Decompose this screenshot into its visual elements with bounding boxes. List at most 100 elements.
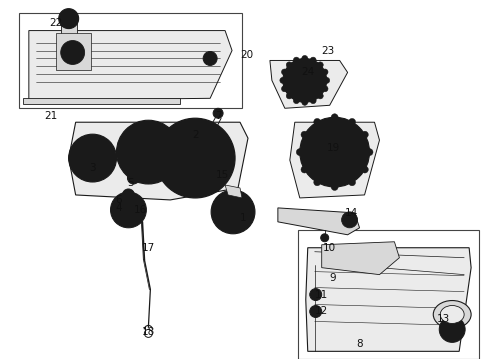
Circle shape (117, 199, 139, 221)
Circle shape (309, 98, 316, 104)
Circle shape (116, 120, 180, 184)
Text: 5: 5 (127, 178, 134, 188)
Circle shape (301, 55, 307, 62)
Text: 24: 24 (301, 67, 314, 77)
Polygon shape (305, 248, 470, 351)
Circle shape (348, 118, 355, 125)
Circle shape (313, 179, 320, 186)
Circle shape (89, 155, 95, 161)
Circle shape (85, 151, 100, 165)
Circle shape (203, 51, 217, 66)
Circle shape (317, 93, 323, 99)
Circle shape (366, 149, 372, 156)
Circle shape (309, 306, 321, 318)
Polygon shape (277, 208, 359, 235)
Circle shape (324, 142, 344, 162)
Circle shape (310, 128, 358, 176)
Circle shape (61, 41, 84, 64)
Circle shape (285, 93, 292, 99)
Text: 4: 4 (115, 203, 122, 213)
Circle shape (361, 166, 367, 173)
Text: 21: 21 (44, 111, 57, 121)
Circle shape (301, 99, 307, 105)
Circle shape (281, 86, 287, 92)
Circle shape (227, 207, 238, 217)
Circle shape (298, 75, 310, 86)
Circle shape (126, 130, 170, 174)
Text: 16: 16 (134, 205, 147, 215)
Circle shape (293, 98, 299, 104)
Circle shape (77, 142, 108, 174)
Text: 18: 18 (142, 327, 155, 337)
Circle shape (330, 184, 337, 190)
Text: 10: 10 (323, 243, 336, 253)
Circle shape (219, 198, 246, 226)
Polygon shape (224, 185, 242, 198)
Circle shape (348, 179, 355, 186)
Text: 7: 7 (214, 111, 221, 121)
Circle shape (211, 190, 254, 234)
Circle shape (320, 234, 328, 242)
Text: 2: 2 (191, 130, 198, 140)
Circle shape (167, 130, 223, 186)
Circle shape (155, 118, 235, 198)
Text: 14: 14 (344, 208, 358, 218)
Text: 8: 8 (356, 339, 362, 349)
Text: 9: 9 (329, 273, 335, 283)
Text: 6: 6 (115, 195, 122, 205)
Bar (297, 230, 478, 359)
Circle shape (309, 289, 321, 301)
Circle shape (361, 131, 367, 138)
Polygon shape (321, 242, 399, 275)
Text: 20: 20 (240, 50, 253, 60)
Circle shape (293, 57, 299, 63)
Text: 11: 11 (314, 289, 327, 300)
Text: 22: 22 (49, 18, 62, 28)
Circle shape (182, 145, 208, 171)
Text: 12: 12 (314, 306, 327, 316)
Circle shape (330, 114, 337, 121)
Circle shape (341, 212, 357, 228)
Bar (19, 13, 242, 108)
Circle shape (68, 134, 116, 182)
Polygon shape (61, 19, 77, 36)
Text: 23: 23 (321, 45, 334, 55)
Circle shape (138, 142, 158, 162)
Text: 17: 17 (142, 243, 155, 253)
Circle shape (299, 117, 369, 187)
Circle shape (192, 126, 200, 134)
Ellipse shape (432, 301, 470, 328)
Polygon shape (56, 32, 90, 71)
Circle shape (122, 189, 134, 201)
Ellipse shape (439, 306, 463, 323)
Circle shape (322, 69, 327, 75)
Polygon shape (68, 122, 247, 200)
Circle shape (290, 67, 318, 94)
Circle shape (317, 62, 323, 68)
Polygon shape (289, 122, 379, 198)
Circle shape (296, 149, 303, 156)
Circle shape (309, 57, 316, 63)
Polygon shape (23, 98, 180, 104)
Circle shape (300, 166, 307, 173)
Circle shape (59, 9, 79, 28)
Circle shape (438, 316, 464, 342)
Text: 15: 15 (215, 170, 228, 180)
Text: 19: 19 (326, 143, 340, 153)
Circle shape (279, 77, 285, 84)
Circle shape (322, 86, 327, 92)
Text: 3: 3 (89, 163, 96, 173)
Circle shape (281, 69, 287, 75)
Circle shape (313, 118, 320, 125)
Circle shape (300, 131, 307, 138)
Circle shape (110, 192, 146, 228)
Circle shape (213, 108, 223, 118)
Polygon shape (29, 31, 232, 100)
Text: 1: 1 (239, 213, 246, 223)
Polygon shape (269, 60, 347, 108)
Circle shape (282, 58, 326, 102)
Circle shape (285, 62, 292, 68)
Text: 13: 13 (436, 314, 449, 324)
Circle shape (127, 172, 139, 184)
Circle shape (323, 77, 329, 84)
